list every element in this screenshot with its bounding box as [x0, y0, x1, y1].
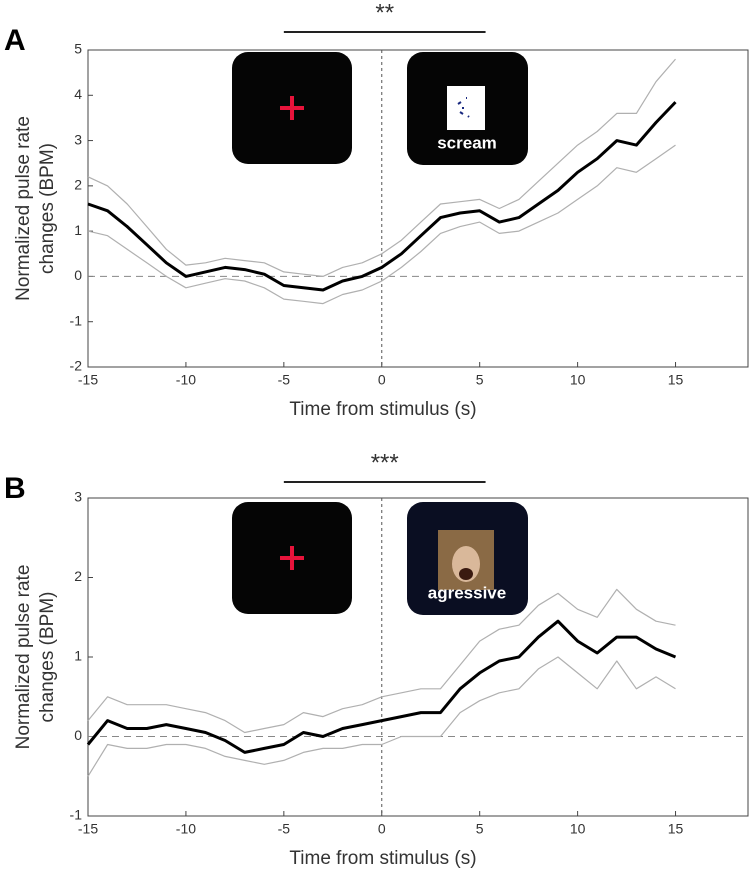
y-tick-label: 1	[74, 648, 82, 664]
x-tick-label: 0	[378, 821, 386, 837]
y-tick-label: 0	[74, 727, 82, 743]
significance-label: ***	[371, 449, 399, 476]
y-axis-label: Normalized pulse rate	[13, 565, 34, 750]
x-axis-label: Time from stimulus (s)	[289, 399, 476, 420]
x-tick-label: 10	[570, 372, 586, 388]
significance-label: **	[375, 0, 394, 26]
y-tick-label: -1	[70, 312, 83, 328]
bound-line	[87, 58, 676, 277]
stimulus-image	[452, 546, 480, 582]
fixation-cross	[280, 96, 304, 120]
x-tick-label: 15	[668, 821, 684, 837]
stimulus-label: agressive	[428, 583, 506, 602]
stimulus-label: scream	[437, 133, 497, 152]
x-tick-label: -15	[78, 372, 98, 388]
x-tick-label: 0	[378, 372, 386, 388]
stimulus-image	[459, 568, 473, 580]
x-tick-label: 5	[476, 821, 484, 837]
plot-frame	[87, 49, 749, 368]
y-tick-label: 4	[74, 86, 82, 102]
x-tick-label: -5	[278, 821, 291, 837]
x-tick-label: -10	[176, 372, 196, 388]
stimulus-image	[457, 97, 470, 118]
y-tick-label: -1	[70, 807, 83, 823]
x-tick-label: 5	[476, 372, 484, 388]
x-tick-label: 10	[570, 821, 586, 837]
y-tick-label: 2	[74, 568, 82, 584]
bound-line	[87, 588, 676, 734]
y-axis-label: changes (BPM)	[37, 592, 58, 723]
mean-line	[87, 101, 677, 292]
bound-line	[87, 656, 676, 777]
y-tick-label: 5	[74, 41, 82, 57]
y-tick-label: 0	[74, 267, 82, 283]
panel-label: B	[4, 472, 26, 505]
stimulus-image	[447, 86, 485, 130]
y-tick-label: 1	[74, 222, 82, 238]
panel-label: A	[4, 24, 26, 57]
y-tick-label: 3	[74, 131, 82, 147]
y-axis-label: changes (BPM)	[37, 143, 58, 274]
x-tick-label: -10	[176, 821, 196, 837]
x-tick-label: -5	[278, 372, 291, 388]
fixation-cross	[280, 546, 304, 570]
mean-line	[86, 619, 677, 754]
y-tick-label: -2	[70, 358, 83, 374]
bound-line	[87, 144, 676, 305]
y-tick-label: 3	[74, 489, 82, 505]
x-axis-label: Time from stimulus (s)	[289, 848, 476, 869]
y-axis-label: Normalized pulse rate	[13, 116, 34, 301]
x-tick-label: 15	[668, 372, 684, 388]
y-tick-label: 2	[74, 177, 82, 193]
x-tick-label: -15	[78, 821, 98, 837]
